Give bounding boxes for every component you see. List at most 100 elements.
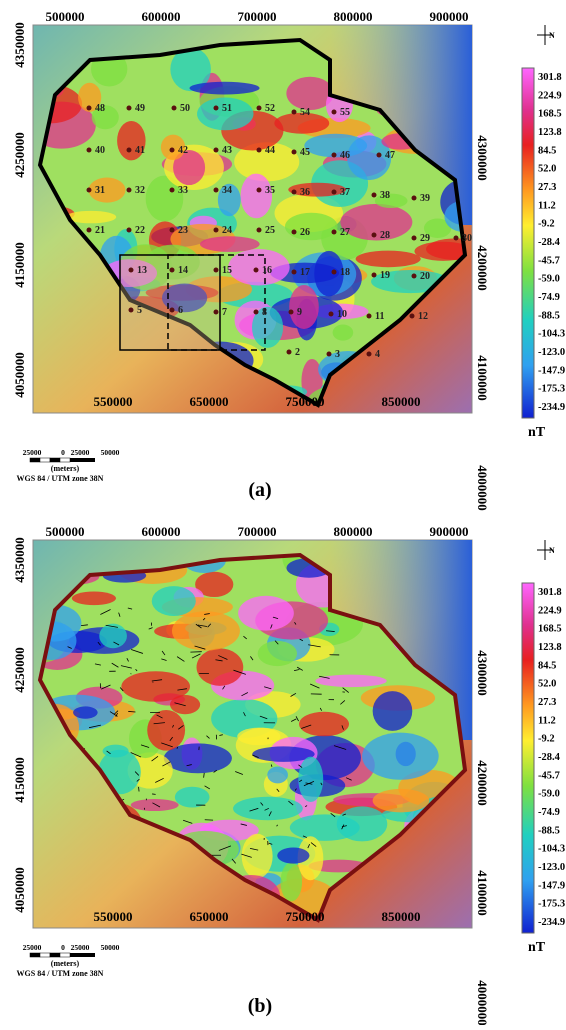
station-label: 44: [265, 145, 275, 156]
station-label: 18: [340, 267, 350, 278]
projection: WGS 84 / UTM zone 38N: [17, 969, 104, 978]
colorbar-label: 224.9: [538, 90, 562, 101]
bottom-tick-label: 850000: [382, 909, 421, 924]
station-label: 39: [420, 193, 430, 204]
top-tick-label: 500000: [46, 9, 85, 24]
colorbar-label: -59.0: [538, 274, 560, 285]
scale-label: 0: [61, 448, 65, 457]
station: [170, 308, 175, 313]
station: [292, 110, 297, 115]
station-label: 26: [300, 227, 310, 238]
top-tick-label: 800000: [334, 9, 373, 24]
station: [127, 188, 132, 193]
left-tick-label: 4250000: [12, 647, 27, 693]
station-label: 22: [135, 225, 145, 236]
station: [332, 230, 337, 235]
anomaly-blob: [356, 251, 421, 268]
north-label: N: [549, 546, 555, 555]
station: [332, 110, 337, 115]
anomaly-blob: [277, 847, 309, 863]
colorbar-label: 11.2: [538, 200, 556, 211]
station: [292, 270, 297, 275]
top-tick-label: 800000: [334, 524, 373, 539]
bottom-tick-label: 850000: [382, 394, 421, 409]
station-label: 35: [265, 185, 275, 196]
scale-seg: [40, 953, 50, 957]
anomaly-blob: [175, 787, 210, 808]
scale-seg: [70, 458, 95, 462]
station: [214, 310, 219, 315]
station-label: 34: [222, 185, 232, 196]
colorbar-label: -74.9: [538, 292, 560, 303]
station: [127, 228, 132, 233]
station: [170, 228, 175, 233]
colorbar-label: -234.9: [538, 402, 565, 413]
colorbar-label: -45.7: [538, 770, 560, 781]
colorbar-label: 11.2: [538, 715, 556, 726]
scale-seg: [60, 458, 70, 462]
station: [412, 274, 417, 279]
colorbar-unit: nT: [528, 940, 546, 955]
right-tick-label: 4200000: [475, 760, 490, 806]
station-label: 8: [262, 307, 267, 318]
station: [257, 228, 262, 233]
station-label: 10: [337, 309, 347, 320]
station: [129, 308, 134, 313]
station-label: 5: [137, 305, 142, 316]
station-label: 2: [295, 347, 300, 358]
station: [87, 188, 92, 193]
scale-label: 25000: [23, 448, 42, 457]
station: [367, 352, 372, 357]
anomaly-blob: [337, 806, 388, 841]
anomaly-blob: [289, 285, 319, 329]
anomaly-blob: [280, 862, 302, 901]
anomaly-blob: [373, 691, 413, 731]
colorbar-label: -9.2: [538, 219, 555, 230]
anomaly-blob: [172, 611, 240, 650]
station-label: 37: [340, 187, 350, 198]
anomaly-blob: [288, 183, 346, 197]
station: [329, 312, 334, 317]
colorbar-label: -45.7: [538, 255, 560, 266]
scale-label: 25000: [71, 448, 90, 457]
anomaly-blob: [242, 834, 273, 879]
station: [454, 236, 459, 241]
anomaly-blob: [200, 236, 260, 252]
colorbar-label: 27.3: [538, 697, 556, 708]
station-label: 33: [178, 185, 188, 196]
colorbar-unit: nT: [528, 425, 546, 440]
station: [257, 148, 262, 153]
station: [412, 236, 417, 241]
panel-caption: (b): [248, 995, 272, 1017]
station-label: 36: [300, 187, 310, 198]
colorbar-label: -123.0: [538, 862, 565, 873]
anomaly-blob: [362, 733, 439, 780]
colorbar-label: -104.3: [538, 329, 565, 340]
station: [87, 148, 92, 153]
right-tick-label: 4100000: [475, 870, 490, 916]
colorbar-label: 27.3: [538, 182, 556, 193]
top-tick-label: 500000: [46, 524, 85, 539]
scale-label: 50000: [101, 448, 120, 457]
station: [367, 314, 372, 319]
station-label: 46: [340, 150, 350, 161]
station-label: 6: [178, 305, 183, 316]
top-tick-label: 700000: [238, 524, 277, 539]
colorbar-label: -175.3: [538, 384, 565, 395]
panel-caption: (a): [248, 479, 271, 501]
station: [332, 270, 337, 275]
anomaly-blob: [258, 641, 297, 666]
scale-label: 25000: [23, 943, 42, 952]
left-tick-label: 4350000: [12, 22, 27, 68]
colorbar-label: -28.4: [538, 752, 561, 763]
station-label: 38: [380, 190, 390, 201]
bottom-tick-label: 550000: [94, 909, 133, 924]
station-label: 12: [418, 311, 428, 322]
fault: [128, 711, 135, 712]
anomaly-blob: [131, 799, 179, 811]
anomaly-blob: [267, 766, 288, 783]
station: [214, 228, 219, 233]
scale-seg: [50, 953, 60, 957]
right-tick-label: 4100000: [475, 355, 490, 401]
